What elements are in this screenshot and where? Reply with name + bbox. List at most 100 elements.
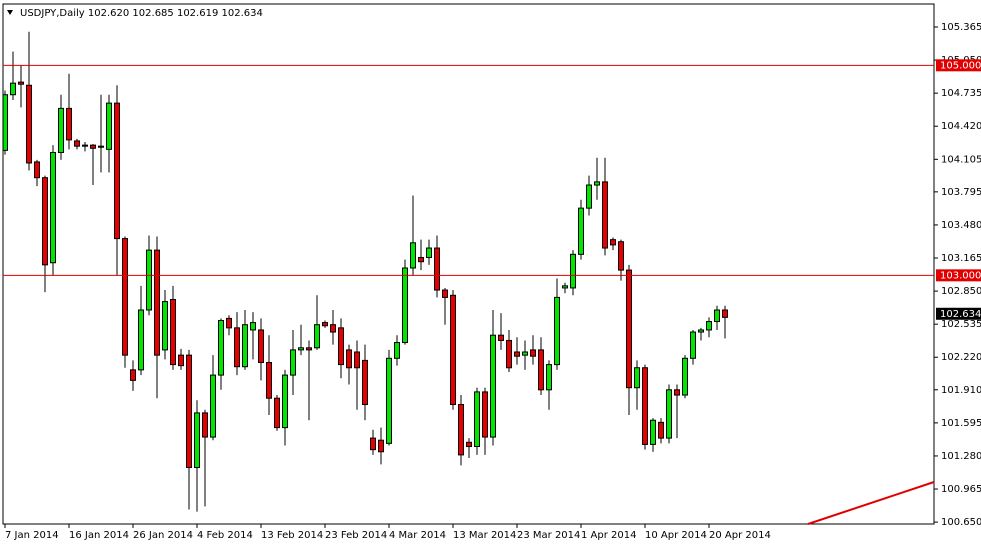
candle-down	[42, 177, 48, 266]
candle-down	[610, 239, 616, 246]
y-tick-label: 100.965	[941, 484, 981, 495]
price-label: 105.000	[940, 60, 981, 71]
candle-up	[98, 145, 104, 148]
candle-down	[330, 324, 336, 333]
candle-down	[378, 439, 384, 453]
candle-down	[538, 349, 544, 391]
candle-down	[122, 238, 128, 356]
y-tick-label: 103.165	[941, 253, 981, 264]
candle-down	[66, 107, 72, 141]
x-tick-label: 4 Mar 2014	[389, 530, 446, 541]
candle-up	[210, 374, 216, 438]
plot-area	[3, 31, 728, 512]
candle-down	[482, 391, 488, 438]
candle-up	[634, 367, 640, 389]
x-tick-label: 7 Jan 2014	[5, 530, 59, 541]
x-tick-label: 26 Jan 2014	[133, 530, 193, 541]
candle-down	[370, 437, 376, 451]
x-tick-label: 23 Mar 2014	[517, 530, 580, 541]
candle-up	[522, 351, 528, 356]
candle-down	[306, 347, 312, 351]
candle-up	[546, 364, 552, 391]
candle-up	[586, 184, 592, 209]
candle-up	[386, 357, 392, 444]
candle-down	[658, 421, 664, 439]
candle-down	[26, 84, 32, 164]
candle-down	[602, 181, 608, 249]
x-tick-label: 4 Feb 2014	[197, 530, 253, 541]
last-price-box	[936, 307, 981, 320]
candle-down	[114, 102, 120, 240]
candle-down	[642, 367, 648, 445]
candle-down	[258, 329, 264, 363]
x-tick-label: 16 Jan 2014	[69, 530, 129, 541]
candle-up	[490, 334, 496, 438]
y-tick-label: 104.420	[941, 121, 981, 132]
candle-down	[18, 81, 24, 85]
price-label-box	[936, 269, 981, 282]
candle-down	[506, 339, 512, 369]
candle-down	[338, 327, 344, 366]
candle-down	[186, 354, 192, 469]
price-label-box	[936, 59, 981, 72]
candle-up	[298, 347, 304, 351]
candle-down	[226, 317, 232, 329]
y-tick-label: 100.650	[941, 517, 981, 528]
candle-up	[282, 374, 288, 429]
y-tick-label: 102.535	[941, 319, 981, 330]
candle-down	[618, 241, 624, 271]
x-tick-label: 10 Apr 2014	[645, 530, 707, 541]
trend-line	[807, 481, 935, 525]
candle-up	[562, 285, 568, 289]
candle-up	[578, 207, 584, 255]
candle-down	[626, 269, 632, 389]
candle-up	[714, 309, 720, 323]
candle-up	[138, 309, 144, 371]
menu-arrow[interactable]	[7, 10, 13, 15]
x-tick-label: 23 Feb 2014	[325, 530, 387, 541]
candle-up	[706, 321, 712, 331]
candle-up	[146, 249, 152, 311]
candle-down	[354, 351, 360, 369]
candle-down	[266, 361, 272, 399]
candle-down	[346, 349, 352, 369]
y-tick-label: 101.910	[941, 385, 981, 396]
candle-up	[50, 151, 56, 264]
y-tick-label: 103.795	[941, 187, 981, 198]
chart-title: USDJPY,Daily 102.620 102.685 102.619 102…	[20, 8, 263, 19]
candle-down	[234, 327, 240, 368]
candle-up	[242, 324, 248, 368]
candle-up	[650, 419, 656, 445]
candle-up	[698, 329, 704, 333]
y-tick-label: 104.735	[941, 88, 981, 99]
candle-down	[34, 161, 40, 179]
candle-down	[274, 397, 280, 429]
candle-down	[154, 249, 160, 356]
candle-down	[362, 359, 368, 406]
candle-down	[322, 322, 328, 327]
candle-up	[570, 253, 576, 289]
candle-up	[314, 324, 320, 349]
x-tick-label: 13 Mar 2014	[453, 530, 516, 541]
candle-up	[250, 322, 256, 331]
candle-up	[682, 357, 688, 396]
y-tick-label: 104.105	[941, 154, 981, 165]
candle-down	[498, 334, 504, 341]
candle-up	[594, 181, 600, 186]
candle-up	[426, 247, 432, 258]
candle-up	[162, 301, 168, 351]
candle-down	[130, 369, 136, 381]
candle-up	[106, 102, 112, 150]
candle-up	[218, 319, 224, 376]
candle-down	[442, 289, 448, 298]
candle-down	[82, 144, 88, 147]
y-tick-label: 105.365	[941, 22, 981, 33]
candle-up	[3, 94, 8, 151]
y-tick-label: 102.220	[941, 352, 981, 363]
y-tick-label: 103.480	[941, 220, 981, 231]
candle-up	[402, 267, 408, 344]
candle-down	[466, 441, 472, 448]
y-tick-label: 102.850	[941, 286, 981, 297]
